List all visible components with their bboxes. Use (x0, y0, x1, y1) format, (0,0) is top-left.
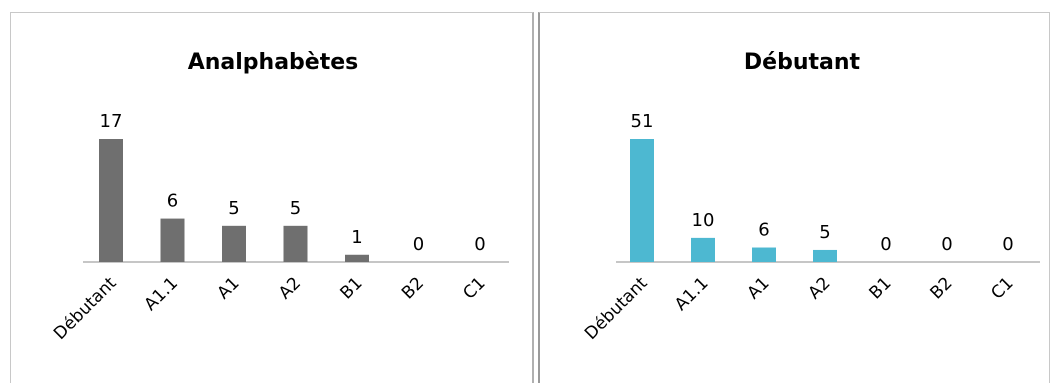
analphabetes-bar-a2 (283, 225, 308, 262)
debutant-data-label: 0 (941, 234, 952, 255)
analphabetes-tick-label: A1 (214, 273, 244, 303)
analphabetes-data-label: 5 (228, 198, 239, 219)
analphabetes-chart-title: Analphabètes (188, 50, 359, 75)
analphabetes-data-label: 6 (167, 191, 178, 212)
chart-analphabetes: Analphabètes 17 Débutant 6 A1.1 5 A1 5 A2 1 B1 0 B2 0… (50, 50, 509, 344)
debutant-bar-a1-1 (691, 237, 715, 262)
analphabetes-data-label: 5 (290, 198, 301, 219)
analphabetes-data-label: 0 (413, 234, 424, 255)
debutant-data-label: 0 (1002, 234, 1013, 255)
debutant-bar-d-butant (630, 139, 654, 262)
debutant-tick-label: A2 (805, 273, 835, 303)
debutant-data-label: 51 (631, 111, 654, 132)
debutant-data-label: 6 (758, 220, 769, 241)
debutant-tick-label: C1 (987, 273, 1017, 303)
analphabetes-tick-label: B2 (398, 273, 428, 303)
debutant-data-label: 5 (819, 222, 830, 243)
debutant-chart-title: Débutant (744, 50, 861, 75)
analphabetes-tick-label: C1 (459, 273, 489, 303)
analphabetes-bar-a1 (222, 225, 246, 262)
chart-panel-debutant: Débutant 51 Débutant 10 A1.1 6 A1 5 A2 0 B1 0 B2 0 C1 (538, 12, 1050, 383)
debutant-tick-label: B2 (926, 273, 956, 303)
debutant-tick-label: Débutant (581, 273, 652, 344)
chart-panel-analphabetes: Analphabètes 17 Débutant 6 A1.1 5 A1 5 A2 1 B1 0 B2 0… (10, 12, 534, 383)
analphabetes-tick-label: A2 (275, 273, 305, 303)
analphabetes-tick-label: B1 (336, 273, 366, 303)
analphabetes-tick-label: Débutant (50, 273, 121, 344)
debutant-bar-a1 (752, 247, 776, 262)
debutant-bar-a2 (813, 249, 837, 262)
analphabetes-data-label: 0 (474, 234, 485, 255)
debutant-tick-label: A1 (744, 273, 774, 303)
analphabetes-tick-label: A1.1 (141, 273, 182, 314)
analphabetes-bar-a1-1 (160, 218, 185, 262)
debutant-tick-label: B1 (865, 273, 895, 303)
debutant-data-label: 10 (692, 210, 715, 231)
debutant-data-label: 0 (880, 234, 891, 255)
chart-debutant: Débutant 51 Débutant 10 A1.1 6 A1 5 A2 0 B1 0 B2 0 C1 (581, 50, 1040, 344)
debutant-tick-label: A1.1 (671, 273, 712, 314)
analphabetes-bar-b1 (345, 254, 369, 262)
analphabetes-data-label: 17 (100, 111, 123, 132)
analphabetes-bar-d-butant (99, 139, 123, 262)
analphabetes-data-label: 1 (351, 227, 362, 248)
